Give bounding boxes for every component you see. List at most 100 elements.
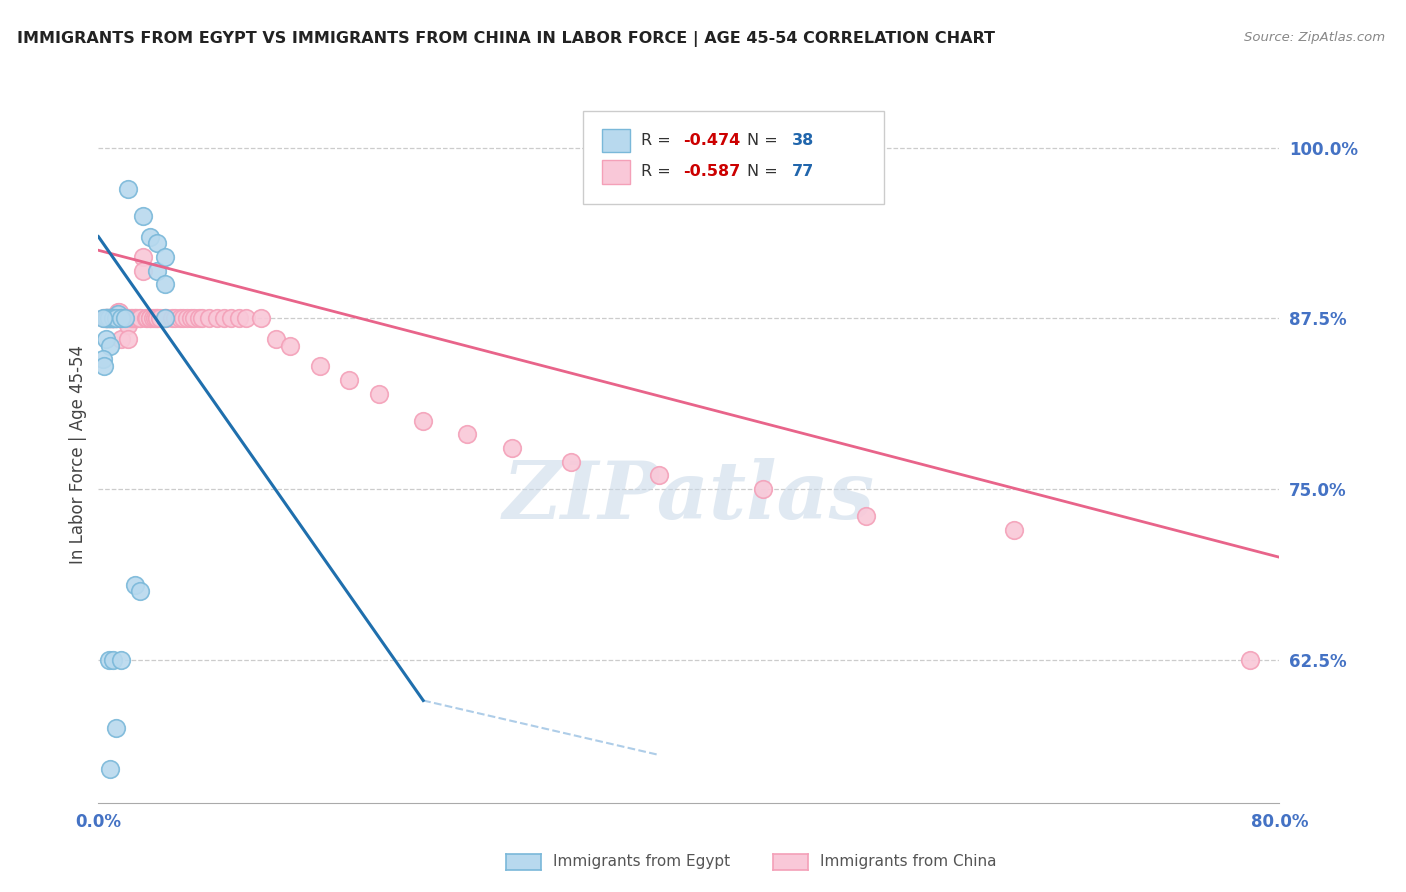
Point	[110, 311, 132, 326]
Point	[132, 209, 155, 223]
Point	[264, 332, 287, 346]
Point	[103, 652, 125, 666]
Point	[153, 311, 176, 326]
Point	[1002, 523, 1025, 537]
Point	[752, 482, 775, 496]
Point	[117, 311, 139, 326]
Point	[103, 311, 125, 326]
Point	[110, 332, 132, 346]
Point	[103, 311, 125, 326]
Point	[97, 652, 120, 666]
Point	[128, 311, 150, 326]
Point	[121, 311, 143, 326]
Point	[146, 264, 169, 278]
Point	[339, 373, 361, 387]
Point	[115, 311, 138, 326]
Point	[124, 311, 146, 326]
Point	[457, 427, 479, 442]
Point	[117, 332, 139, 346]
Point	[100, 311, 122, 326]
Text: -0.587: -0.587	[683, 164, 741, 179]
Point	[105, 311, 128, 326]
Point	[94, 311, 117, 326]
Point	[93, 311, 115, 326]
Point	[191, 311, 214, 326]
Point	[94, 311, 117, 326]
Point	[107, 307, 129, 321]
Point	[105, 721, 128, 735]
Point	[107, 304, 129, 318]
Text: N =: N =	[747, 164, 783, 179]
Point	[98, 311, 121, 326]
Point	[136, 311, 159, 326]
Point	[250, 311, 273, 326]
Point	[128, 311, 150, 326]
Point	[149, 311, 172, 326]
Point	[183, 311, 205, 326]
Point	[98, 339, 121, 353]
Point	[124, 311, 146, 326]
Point	[94, 311, 117, 326]
Point	[98, 762, 121, 776]
Point	[96, 311, 118, 326]
Point	[128, 584, 150, 599]
Point	[107, 311, 129, 326]
Point	[153, 277, 176, 292]
Point	[125, 311, 148, 326]
Point	[94, 311, 117, 326]
Point	[103, 311, 125, 326]
Point	[205, 311, 228, 326]
Point	[114, 311, 136, 326]
Point	[146, 311, 169, 326]
Point	[100, 311, 122, 326]
Point	[1239, 652, 1261, 666]
Point	[91, 311, 114, 326]
Point	[368, 386, 391, 401]
Point	[143, 311, 166, 326]
Point	[94, 332, 117, 346]
Point	[120, 311, 142, 326]
Point	[235, 311, 257, 326]
Point	[146, 236, 169, 251]
Point	[228, 311, 250, 326]
Point	[108, 304, 131, 318]
Point	[146, 311, 169, 326]
Point	[501, 441, 523, 455]
Point	[162, 311, 183, 326]
Point	[280, 339, 302, 353]
Point	[110, 311, 132, 326]
Point	[212, 311, 235, 326]
Point	[169, 311, 191, 326]
Point	[560, 455, 582, 469]
Text: R =: R =	[641, 164, 675, 179]
Point	[103, 311, 125, 326]
Point	[97, 311, 120, 326]
FancyBboxPatch shape	[582, 111, 884, 204]
Point	[93, 359, 115, 374]
Point	[180, 311, 202, 326]
Text: 38: 38	[792, 133, 814, 148]
Point	[112, 311, 135, 326]
Point	[91, 352, 114, 367]
Point	[117, 318, 139, 333]
Text: N =: N =	[747, 133, 783, 148]
Point	[176, 311, 198, 326]
Text: R =: R =	[641, 133, 675, 148]
Point	[110, 311, 132, 326]
Point	[221, 311, 243, 326]
Point	[105, 311, 128, 326]
Point	[105, 311, 128, 326]
Point	[98, 311, 121, 326]
Point	[132, 250, 155, 264]
Point	[155, 311, 177, 326]
Point	[96, 311, 118, 326]
Point	[172, 311, 194, 326]
Point	[103, 311, 125, 326]
Point	[648, 468, 671, 483]
Point	[124, 577, 146, 591]
Text: -0.474: -0.474	[683, 133, 741, 148]
Point	[97, 311, 120, 326]
Point	[96, 311, 118, 326]
Text: Source: ZipAtlas.com: Source: ZipAtlas.com	[1244, 31, 1385, 45]
Point	[132, 264, 155, 278]
